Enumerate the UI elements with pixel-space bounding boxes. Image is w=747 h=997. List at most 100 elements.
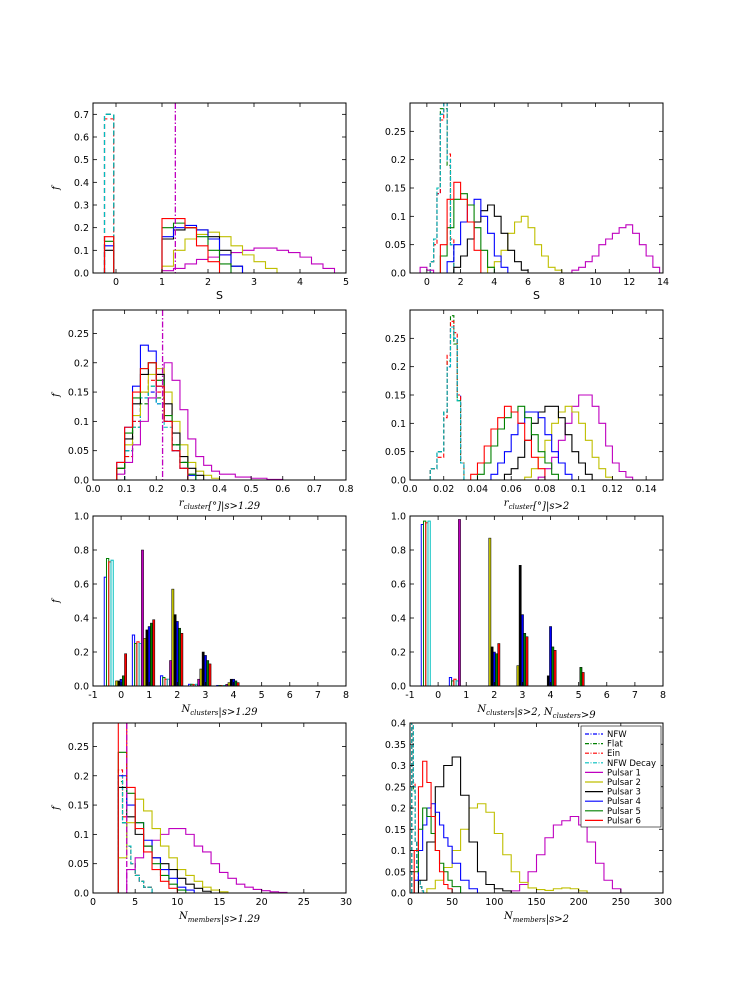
x-tick-label: 8 [559, 277, 565, 288]
bar-pulsar-6 [581, 672, 585, 686]
x-tick-label: 4 [297, 277, 303, 288]
y-tick-label: 0.1 [391, 419, 406, 430]
series-pulsar-6 [116, 362, 189, 480]
bar-pulsar-5 [150, 622, 153, 686]
y-tick-label: 0.0 [74, 476, 89, 487]
bar-pulsar-3 [490, 646, 494, 686]
x-tick-label: 5 [132, 897, 138, 908]
bar-pulsar-1 [458, 519, 461, 686]
y-tick-label: 0.0 [74, 889, 89, 900]
series-nfw-decay [103, 113, 115, 273]
x-axis-label: rcluster[°]|s>2 [504, 498, 569, 512]
y-tick-label: 1.0 [74, 512, 89, 523]
x-tick-label: 0.06 [501, 484, 522, 495]
bar-pulsar-6 [124, 653, 127, 686]
bar-pulsar-3 [173, 614, 177, 686]
x-tick-label: 0.6 [275, 484, 290, 495]
bar-nfw-decay [138, 643, 142, 686]
bar-pulsar-1 [197, 678, 201, 686]
series-nfw-decay [117, 775, 153, 893]
y-tick-label: 0.1 [74, 830, 89, 841]
y-tick-label: 0.1 [391, 212, 406, 223]
x-tick-label: 12 [623, 277, 635, 288]
y-tick-label: 0.2 [74, 358, 89, 369]
series-pulsar-5 [476, 405, 559, 480]
x-tick-label: 5 [259, 690, 265, 701]
bar-pulsar-2 [488, 537, 492, 686]
y-axis-label: f [51, 184, 62, 191]
plot-area [411, 723, 622, 893]
legend-box [580, 725, 662, 828]
y-tick-label: 0.05 [385, 867, 406, 878]
x-tick-label: 200 [570, 897, 588, 908]
bar-pulsar-5 [523, 633, 527, 686]
y-tick-label: 0.2 [74, 223, 89, 234]
x-tick-label: -1 [88, 690, 97, 701]
x-tick-label: -1 [405, 690, 414, 701]
bar-pulsar-2 [516, 665, 520, 686]
bar-pulsar-5 [234, 680, 238, 686]
y-tick-label: 0.4 [391, 719, 406, 730]
x-tick-label: 0.1 [117, 484, 132, 495]
x-tick-label: 3 [519, 690, 525, 701]
bar-nfw-decay [110, 559, 114, 686]
bar-pulsar-6 [208, 663, 212, 686]
series-ein [429, 103, 455, 273]
y-tick-label: 0.15 [385, 825, 406, 836]
x-tick-label: 0 [90, 897, 96, 908]
x-tick-label: 1 [463, 690, 469, 701]
x-tick-label: 4 [548, 690, 554, 701]
legend-label: Pulsar 6 [607, 816, 641, 826]
bar-pulsar-3 [546, 675, 550, 686]
bar-pulsar-6 [553, 650, 557, 686]
legend-label: Pulsar 4 [607, 797, 641, 807]
x-tick-label: 8 [343, 690, 349, 701]
bar-pulsar-4 [204, 655, 207, 686]
y-tick-label: 0.05 [385, 240, 406, 251]
x-tick-label: 2 [458, 277, 464, 288]
bar-pulsar-4 [521, 614, 524, 686]
bar-pulsar-5 [178, 627, 181, 686]
series-flat [429, 108, 455, 273]
series-pulsar-1 [161, 247, 336, 273]
y-tick-label: 0.0 [391, 476, 406, 487]
x-tick-label: 7 [315, 690, 321, 701]
x-tick-label: 2 [205, 277, 211, 288]
x-tick-label: 5 [576, 690, 582, 701]
series-pulsar-4 [446, 198, 509, 273]
bar-pulsar-2 [115, 680, 118, 686]
x-axis-label: S [533, 289, 540, 302]
bar-pulsar-6 [180, 633, 184, 686]
series-nfw-decay [411, 723, 425, 893]
x-tick-label: 0.02 [433, 484, 454, 495]
series-nfw [103, 113, 115, 273]
series-pulsar-1 [510, 815, 622, 893]
series-pulsar-4 [117, 775, 195, 893]
y-tick-label: 0.05 [68, 859, 89, 870]
x-tick-label: 0.8 [338, 484, 353, 495]
axes-frame [92, 102, 347, 274]
x-tick-label: 20 [256, 897, 268, 908]
series-pulsar-2 [426, 803, 588, 893]
y-tick-label: 0.8 [391, 546, 406, 557]
x-tick-label: 0 [407, 897, 413, 908]
legend-label: Pulsar 5 [607, 807, 641, 817]
series-pulsar-4 [490, 411, 573, 480]
series-pulsar-6 [117, 723, 178, 893]
x-tick-label: 1 [159, 277, 165, 288]
bar-pulsar-3 [201, 651, 205, 686]
bar-pulsar-4 [147, 626, 151, 686]
bar-pulsar-6 [236, 682, 240, 686]
x-axis-label: Nmembers|s>2 [503, 911, 569, 925]
bar-pulsar-3 [229, 678, 233, 686]
bar-pulsar-5 [206, 660, 210, 686]
x-tick-label: 5 [343, 277, 349, 288]
y-tick-label: 0.7 [74, 110, 89, 121]
bar-pulsar-1 [141, 549, 144, 686]
plot-area [116, 310, 284, 480]
x-tick-label: 0.1 [571, 484, 586, 495]
x-tick-label: 0.14 [636, 484, 657, 495]
y-tick-label: 0.2 [391, 648, 406, 659]
series-nfw-decay [429, 326, 465, 480]
x-tick-label: 0.04 [467, 484, 488, 495]
